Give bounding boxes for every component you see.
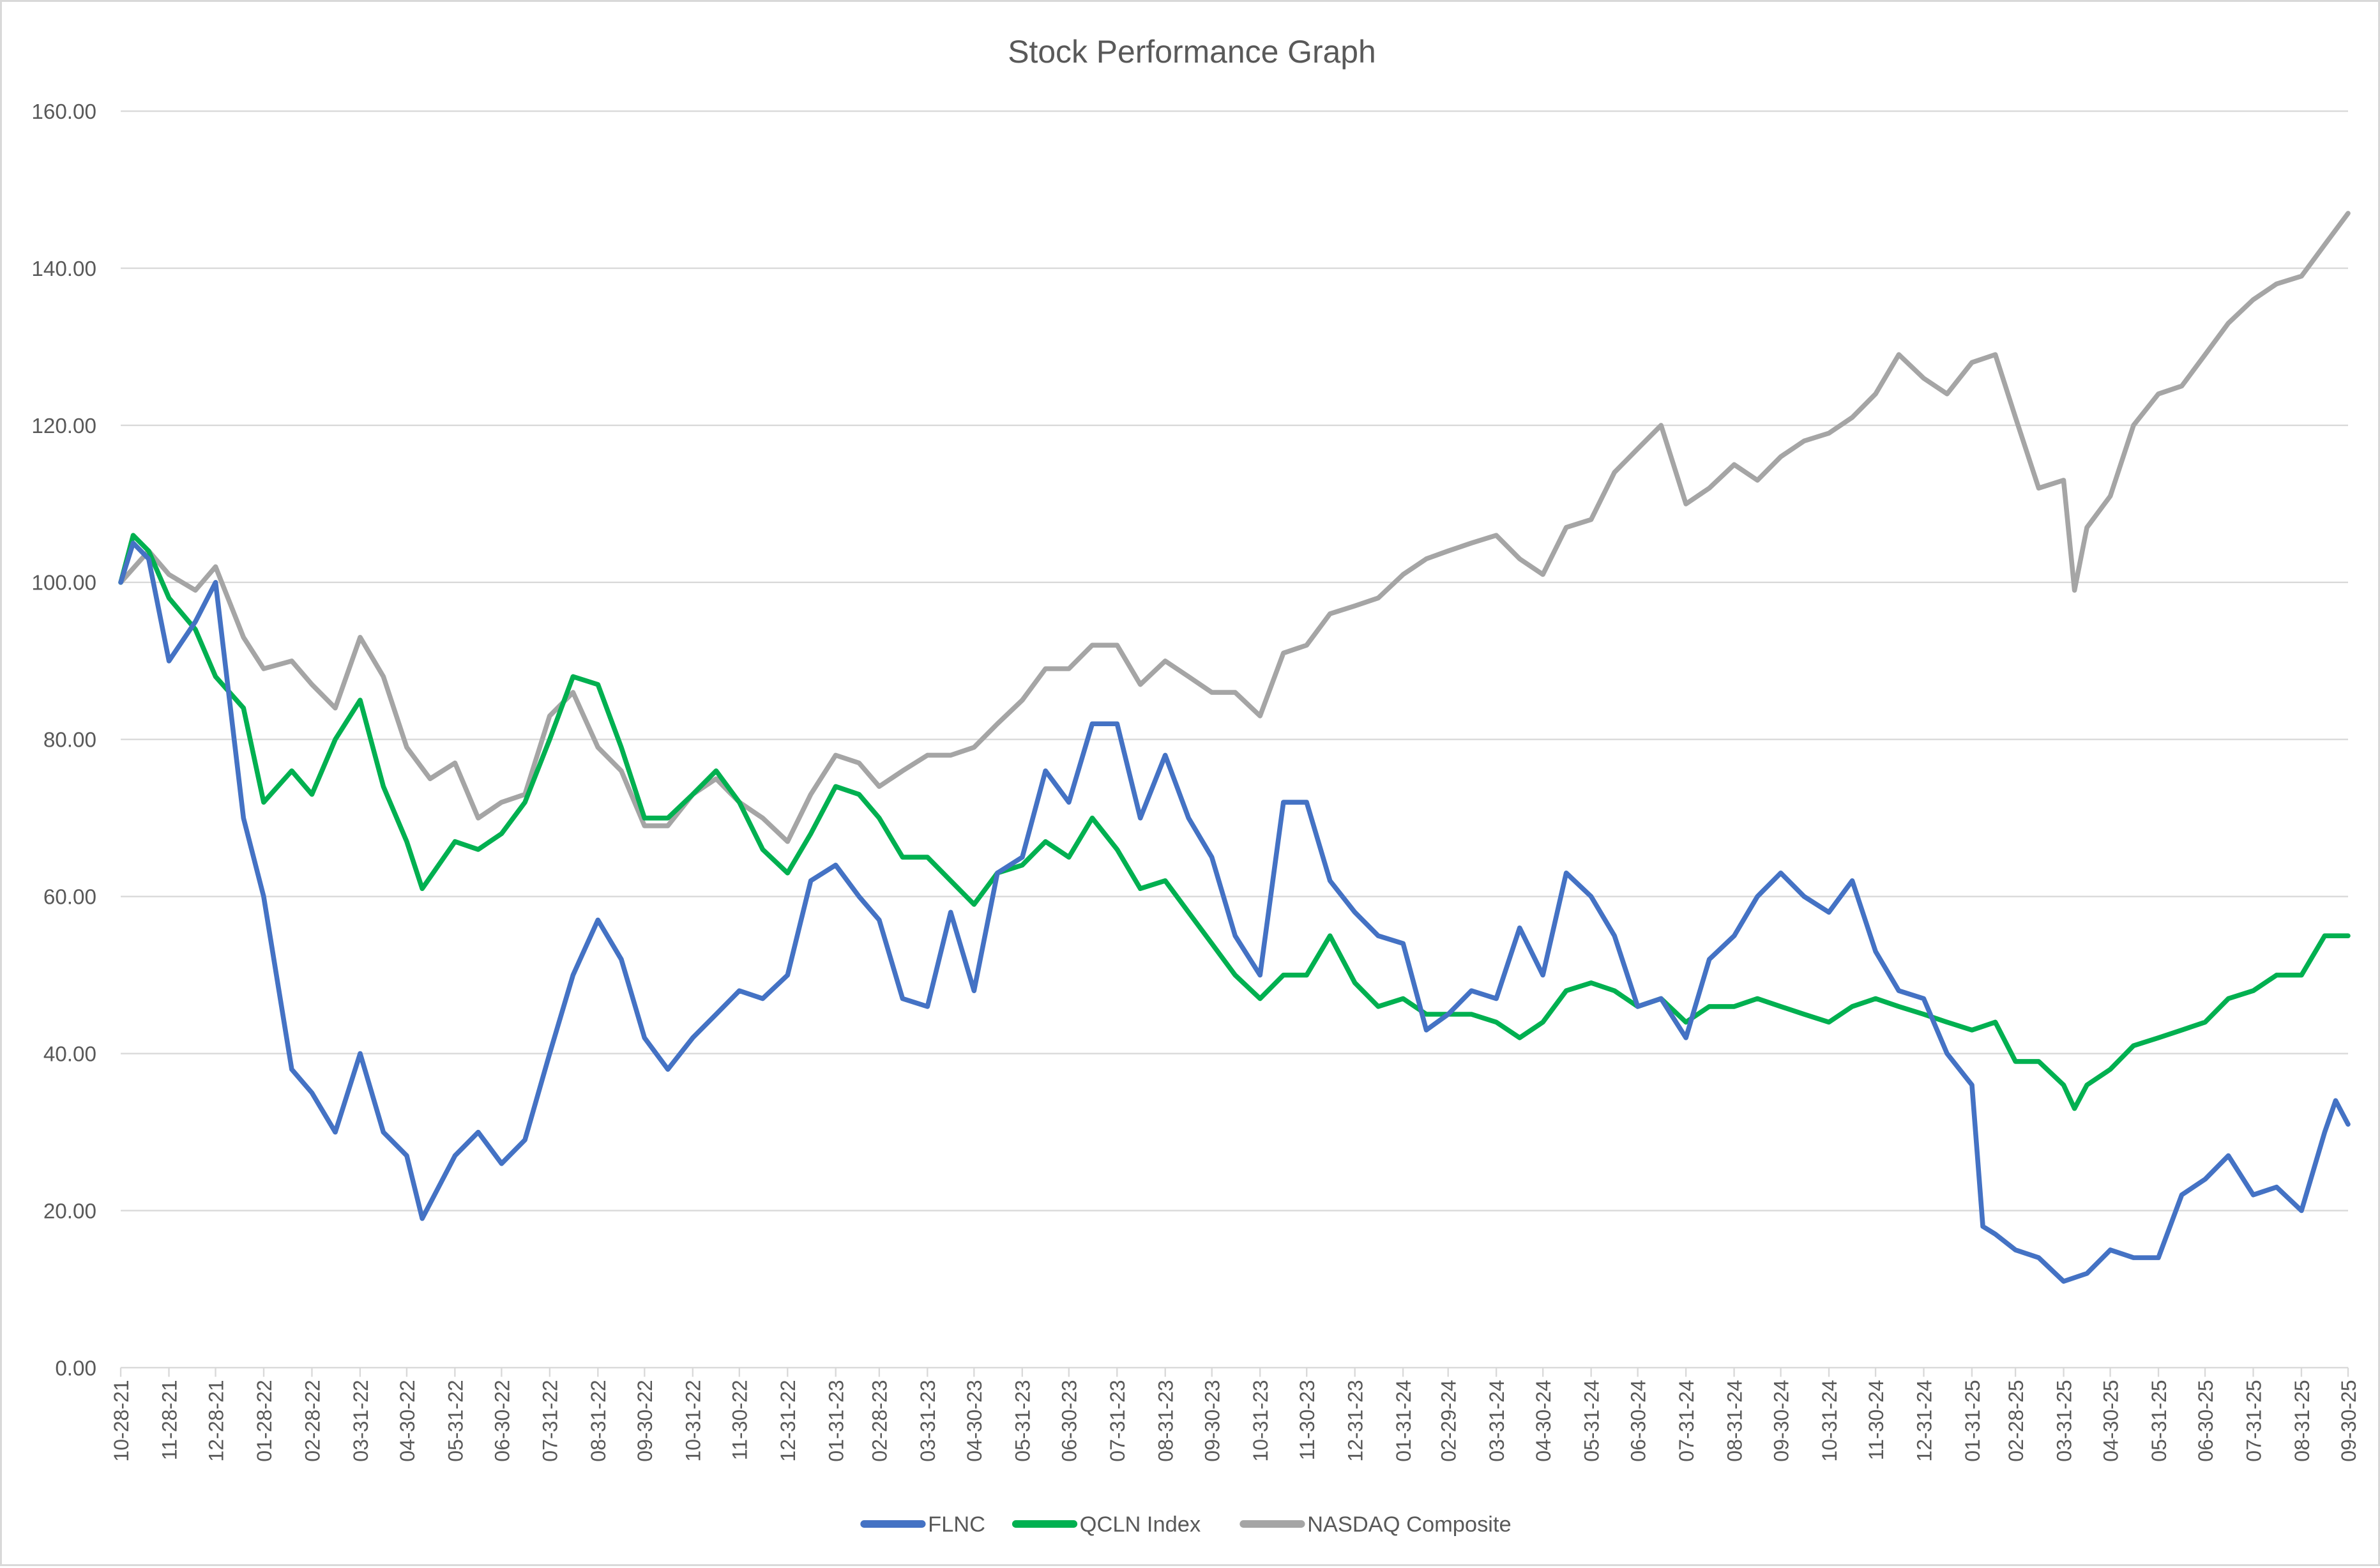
x-tick-label: 04-30-23	[963, 1380, 986, 1461]
x-tick-label: 06-30-25	[2194, 1380, 2217, 1461]
x-tick-label: 04-30-25	[2099, 1380, 2122, 1461]
x-tick-label: 01-31-25	[1961, 1380, 1984, 1461]
gridlines	[121, 110, 2348, 1369]
x-tick-label: 11-30-22	[729, 1380, 752, 1460]
x-tick-label: 09-30-24	[1770, 1380, 1793, 1461]
x-tick-label: 08-31-24	[1723, 1380, 1746, 1461]
x-tick-label: 02-28-23	[868, 1380, 891, 1461]
x-tick-label: 03-31-22	[349, 1380, 372, 1461]
x-tick-label: 03-31-24	[1485, 1380, 1508, 1461]
y-tick-label: 140.00	[31, 257, 96, 281]
x-tick-label: 11-30-24	[1865, 1380, 1888, 1460]
x-tick-label: 05-31-24	[1580, 1380, 1603, 1461]
series-line-qcln-index	[118, 533, 2351, 1111]
x-tick-label: 05-31-22	[444, 1380, 467, 1461]
x-tick-label: 01-31-23	[825, 1380, 848, 1461]
y-tick-label: 40.00	[43, 1042, 96, 1066]
x-tick-label: 01-31-24	[1392, 1380, 1415, 1461]
x-tick-label: 08-31-23	[1155, 1380, 1178, 1461]
x-tick-label: 08-31-25	[2291, 1380, 2314, 1461]
x-tick-label: 07-31-22	[539, 1380, 562, 1461]
legend-label: FLNC	[928, 1512, 985, 1537]
x-tick-label: 06-30-23	[1058, 1380, 1081, 1461]
y-tick-label: 100.00	[31, 572, 96, 595]
x-tick-label: 12-31-22	[777, 1380, 800, 1461]
y-tick-label: 160.00	[31, 100, 96, 124]
x-tick-label: 12-31-23	[1344, 1380, 1367, 1461]
legend-label: NASDAQ Composite	[1307, 1512, 1512, 1537]
x-tick-label: 07-31-24	[1675, 1380, 1698, 1461]
x-tick-label: 06-30-22	[490, 1380, 513, 1461]
x-tick-label: 10-28-21	[110, 1380, 133, 1461]
x-tick-label: 04-30-22	[396, 1380, 419, 1461]
legend: FLNC QCLN Index NASDAQ Composite	[860, 1512, 1512, 1537]
x-tick-label: 12-31-24	[1913, 1380, 1936, 1461]
x-tick-label: 01-28-22	[253, 1380, 276, 1461]
x-tick-label: 06-30-24	[1627, 1380, 1650, 1461]
x-tick-label: 10-31-22	[682, 1380, 705, 1461]
series-line-flnc	[118, 540, 2351, 1284]
x-tick-label: 10-31-24	[1818, 1380, 1841, 1461]
x-tick-label: 07-31-25	[2242, 1380, 2265, 1461]
y-tick-label: 0.00	[55, 1357, 96, 1380]
x-tick-label: 09-30-22	[633, 1380, 656, 1461]
legend-label: QCLN Index	[1080, 1512, 1201, 1537]
y-axis-ticks: 0.00 20.00 40.00 60.00 80.00 100.00 120.00 140.…	[31, 100, 96, 1380]
x-axis: 10-28-21 11-28-21 12-28-21 01-28-22 02-28-22…	[110, 1367, 2360, 1462]
x-tick-label: 02-28-22	[301, 1380, 324, 1461]
series-lines	[118, 211, 2351, 1284]
x-tick-label: 05-31-25	[2148, 1380, 2171, 1461]
x-tick-label: 10-31-23	[1249, 1380, 1272, 1461]
x-tick-label: 07-31-23	[1106, 1380, 1129, 1461]
x-tick-label: 09-30-25	[2337, 1380, 2360, 1461]
y-tick-label: 80.00	[43, 729, 96, 752]
x-tick-label: 02-28-25	[2005, 1380, 2028, 1461]
y-tick-label: 120.00	[31, 415, 96, 438]
x-tick-label: 02-29-24	[1437, 1380, 1460, 1461]
y-tick-label: 20.00	[43, 1199, 96, 1223]
x-tick-label: 05-31-23	[1012, 1380, 1035, 1461]
x-tick-label: 11-28-21	[158, 1380, 181, 1460]
series-line-nasdaq-composite	[118, 211, 2351, 844]
x-tick-label: 12-28-21	[204, 1380, 227, 1461]
x-tick-label: 03-31-23	[916, 1380, 939, 1461]
x-tick-label: 11-30-23	[1296, 1380, 1319, 1460]
x-tick-label: 09-30-23	[1201, 1380, 1224, 1461]
y-tick-label: 60.00	[43, 886, 96, 910]
chart-title: Stock Performance Graph	[1008, 34, 1376, 70]
x-tick-label: 03-31-25	[2052, 1380, 2075, 1461]
x-tick-label: 04-30-24	[1532, 1380, 1555, 1461]
x-tick-label: 08-31-22	[587, 1380, 610, 1461]
